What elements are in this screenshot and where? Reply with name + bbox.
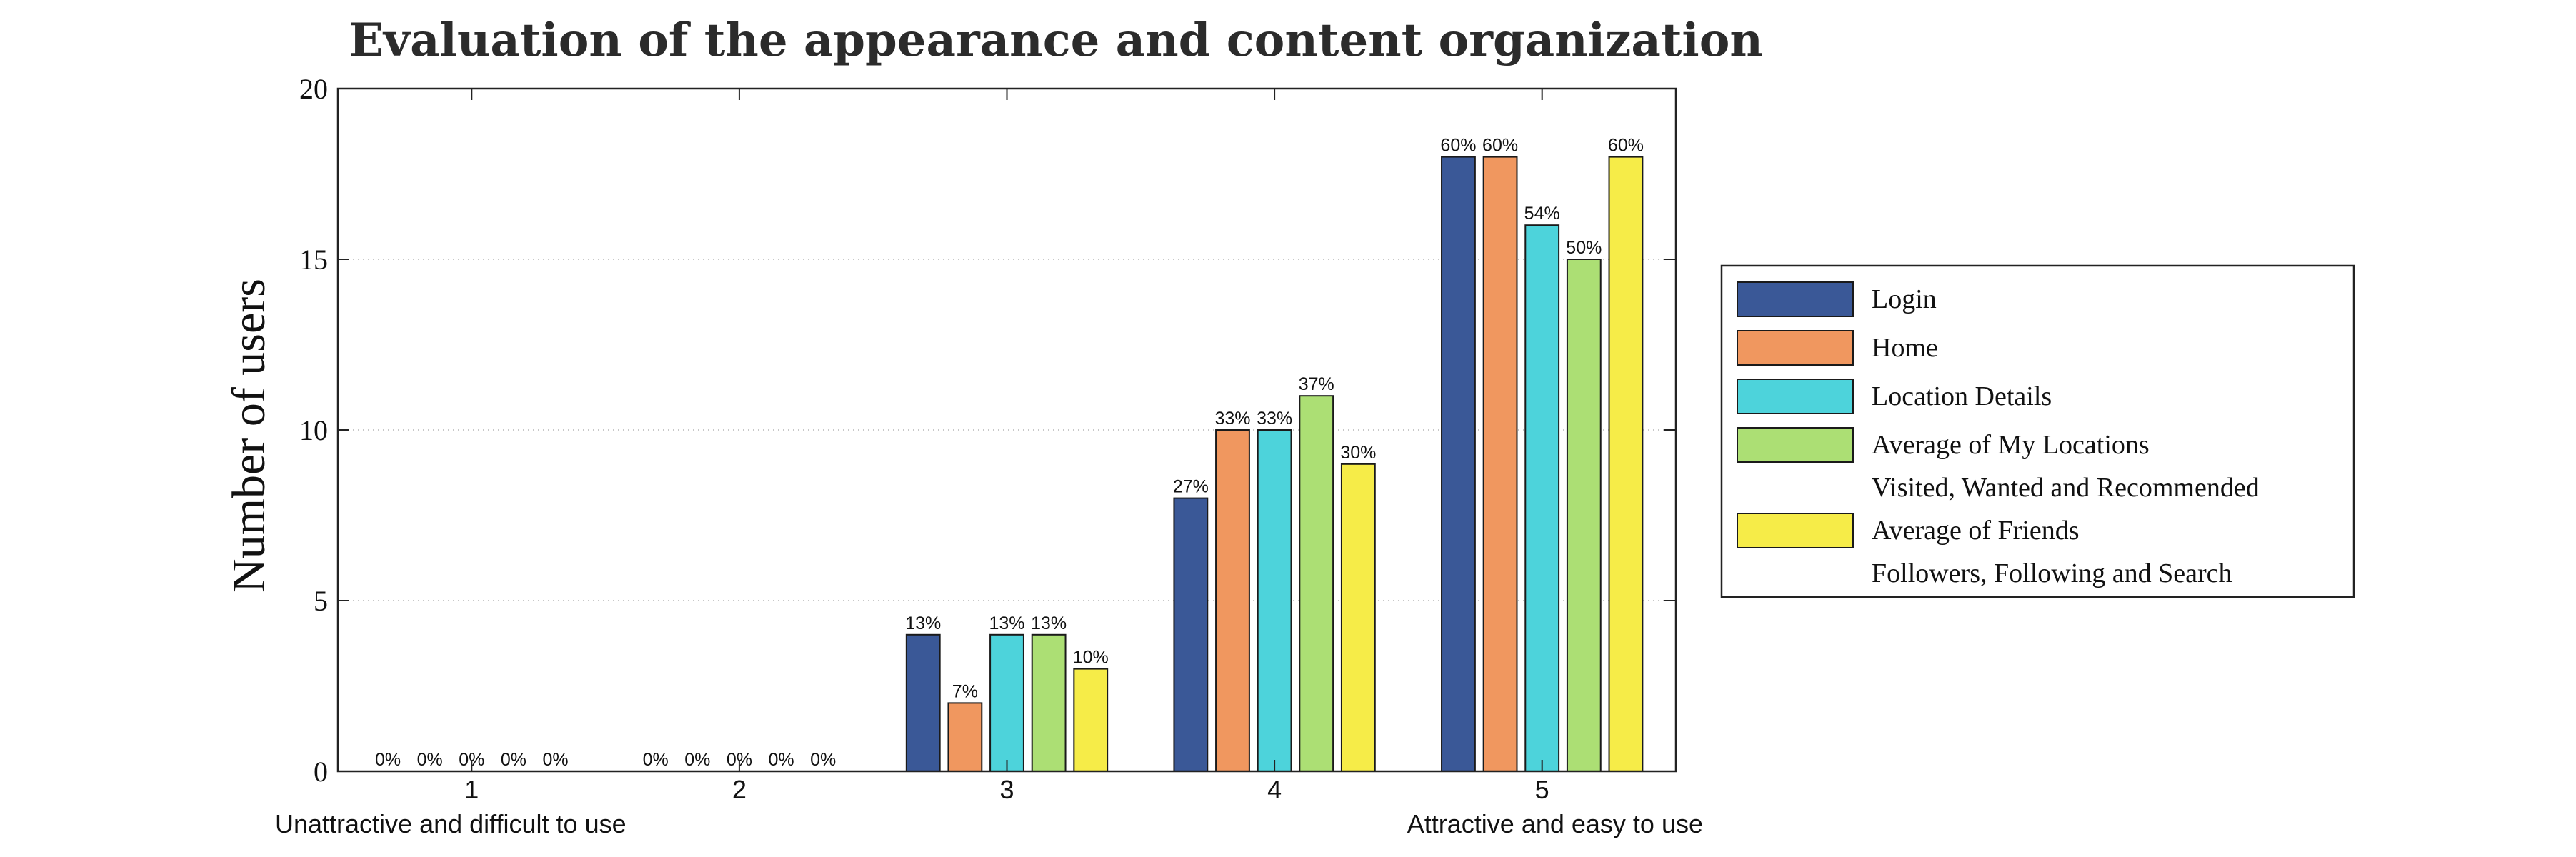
legend-swatch <box>1737 513 1854 548</box>
data-label: 33% <box>1257 409 1292 428</box>
legend-swatch <box>1737 379 1854 414</box>
bar <box>1524 224 1560 772</box>
data-label: 54% <box>1524 204 1560 224</box>
data-label: 60% <box>1482 136 1518 156</box>
bars <box>905 156 1644 773</box>
bar <box>1441 156 1476 773</box>
y-tick-label: 15 <box>299 244 328 276</box>
x-extreme-label-high: Attractive and easy to use <box>1407 809 1703 838</box>
data-label: 13% <box>1031 613 1067 633</box>
data-label: 50% <box>1566 238 1602 258</box>
bar <box>1299 395 1334 772</box>
x-tick-label: 5 <box>1535 775 1549 804</box>
bar <box>947 702 983 773</box>
y-axis-label: Number of users <box>223 279 275 593</box>
x-tick-label: 4 <box>1267 775 1282 804</box>
data-label: 13% <box>905 613 941 633</box>
bar <box>1257 429 1292 772</box>
legend-swatch <box>1737 330 1854 366</box>
y-tick-label: 10 <box>299 414 328 446</box>
data-label: 0% <box>501 750 526 770</box>
data-label: 33% <box>1214 409 1250 428</box>
data-label: 0% <box>684 750 710 770</box>
y-tick-label: 20 <box>299 73 328 105</box>
bar <box>1073 668 1109 772</box>
data-label: 0% <box>417 750 443 770</box>
data-label: 27% <box>1173 477 1209 497</box>
x-tick-label: 3 <box>999 775 1014 804</box>
x-extreme-label-low: Unattractive and difficult to use <box>275 809 626 838</box>
x-tick-label: 2 <box>732 775 747 804</box>
bar <box>1566 259 1602 772</box>
data-label: 0% <box>542 750 568 770</box>
data-label: 60% <box>1440 136 1476 156</box>
legend-label: Location Details <box>1872 381 2052 411</box>
legend-label: Average of Friends <box>1872 516 2080 546</box>
data-label: 37% <box>1299 374 1334 394</box>
legend-label: Followers, Following and Search <box>1872 558 2232 588</box>
data-label: 13% <box>989 613 1024 633</box>
legend-entries: Login Home Location Details Average of My L… <box>1737 281 2260 588</box>
bar <box>1608 156 1644 773</box>
bar <box>905 633 941 772</box>
data-label: 7% <box>952 681 978 701</box>
x-tick-label: 1 <box>464 775 479 804</box>
y-tick-label: 5 <box>314 585 328 617</box>
data-label: 0% <box>643 750 669 770</box>
bar <box>989 633 1024 772</box>
legend-swatch <box>1737 427 1854 463</box>
y-tick-label: 0 <box>314 756 328 788</box>
bar <box>1173 497 1209 772</box>
legend-label: Home <box>1872 333 1938 363</box>
bar <box>1340 463 1376 772</box>
legend-label: Login <box>1872 284 1937 314</box>
legend: Login Home Location Details Average of My L… <box>1720 264 2355 598</box>
data-labels: 0% 0% 13% 27% 60% 0% 0% 7% 33% 60% 0% 0% 13% 33% 54% 0%… <box>375 136 1644 770</box>
data-label: 0% <box>810 750 836 770</box>
bar <box>1482 156 1518 773</box>
bar <box>1031 633 1067 772</box>
legend-label: Visited, Wanted and Recommended <box>1872 473 2260 503</box>
data-label: 30% <box>1340 443 1376 463</box>
data-label: 60% <box>1608 136 1644 156</box>
legend-swatch <box>1737 281 1854 317</box>
data-label: 0% <box>768 750 794 770</box>
legend-label: Average of My Locations <box>1872 430 2150 460</box>
data-label: 0% <box>375 750 401 770</box>
data-label: 10% <box>1073 648 1109 668</box>
bar <box>1215 429 1250 772</box>
axis-ticks: 0 5 10 15 20 1 2 3 4 5 <box>299 73 1676 804</box>
chart-title: Evaluation of the appearance and content… <box>349 14 1763 67</box>
